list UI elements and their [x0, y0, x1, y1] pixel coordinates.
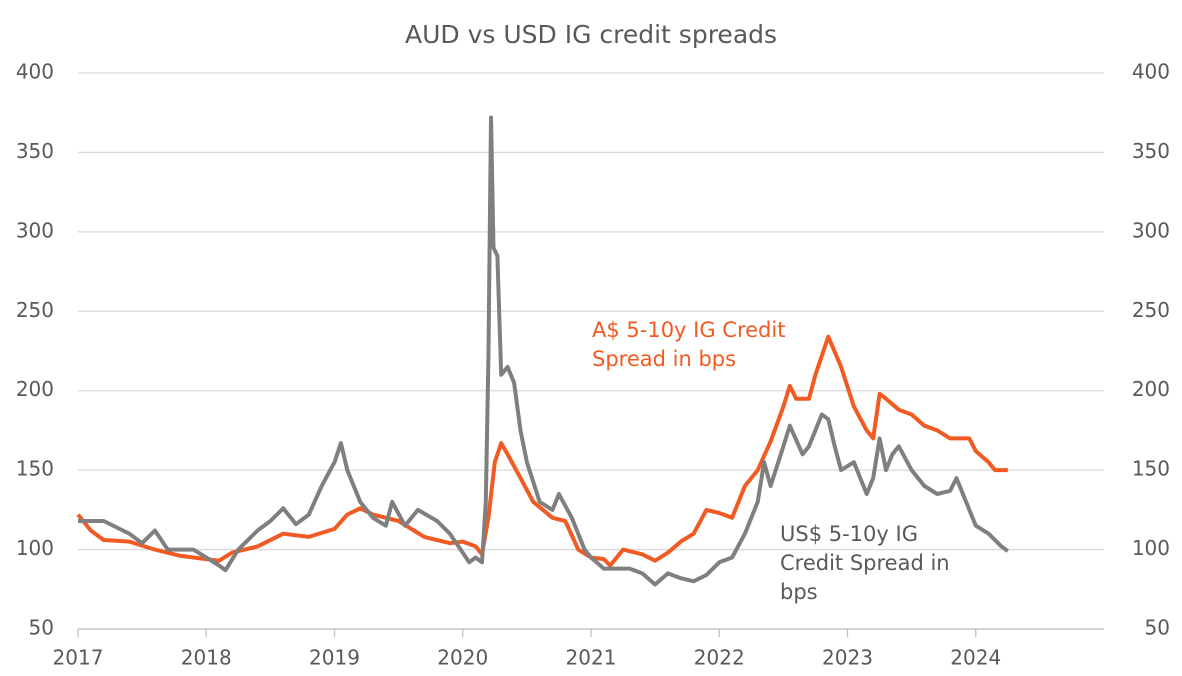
- y2-tick-label: 300: [1132, 218, 1170, 242]
- y-tick-label: 350: [16, 139, 54, 163]
- series-label: A$ 5-10y IG Credit Spread in bps: [592, 318, 786, 371]
- y2-tick-label: 50: [1145, 616, 1170, 640]
- x-tick-label: 2022: [694, 646, 745, 670]
- chart-title: AUD vs USD IG credit spreads: [405, 20, 777, 49]
- x-tick-label: 2017: [53, 646, 104, 670]
- x-tick-label: 2018: [181, 646, 232, 670]
- y2-tick-label: 150: [1132, 457, 1170, 481]
- series-label: US$ 5-10y IG Credit Spread in bps: [780, 522, 950, 604]
- y-tick-label: 300: [16, 218, 54, 242]
- y-tick-label: 100: [16, 536, 54, 560]
- y-tick-label: 200: [16, 377, 54, 401]
- y2-tick-label: 200: [1132, 377, 1170, 401]
- y2-tick-label: 400: [1132, 60, 1170, 84]
- x-tick-label: 2024: [950, 646, 1001, 670]
- x-tick-label: 2021: [566, 646, 617, 670]
- x-tick-label: 2023: [822, 646, 873, 670]
- y-tick-label: 50: [29, 616, 54, 640]
- series-line: [78, 115, 1009, 587]
- y2-tick-label: 350: [1132, 139, 1170, 163]
- x-tick-label: 2019: [309, 646, 360, 670]
- series-line: [76, 334, 1008, 568]
- y-tick-label: 400: [16, 60, 54, 84]
- y2-tick-label: 250: [1132, 298, 1170, 322]
- y-tick-label: 150: [16, 457, 54, 481]
- y-tick-label: 250: [16, 298, 54, 322]
- x-tick-label: 2020: [437, 646, 488, 670]
- y2-tick-label: 100: [1132, 536, 1170, 560]
